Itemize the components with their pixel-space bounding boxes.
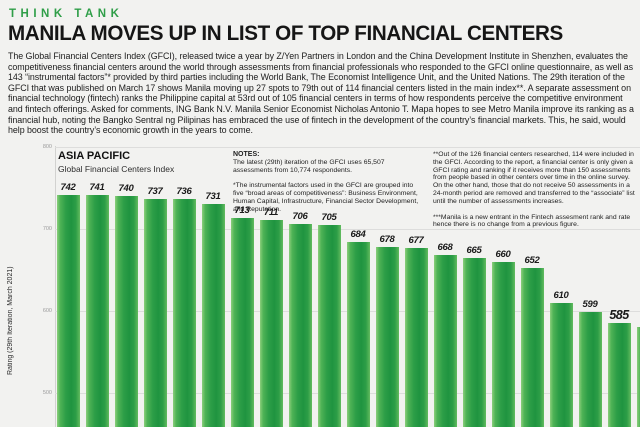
note-paragraph: ***Manila is a new entrant in the Fintec… [433,213,631,229]
bar [85,195,109,427]
bar-value-label: 678 [379,234,395,246]
bar [201,203,225,427]
bar-value-label: 742 [60,181,76,193]
chart-subtitle: Global Financial Centers Index [58,164,175,174]
bar [578,311,602,427]
bar [114,196,138,427]
y-axis-line [55,146,56,427]
bar [520,268,544,427]
bar [317,224,341,427]
notes-heading: NOTES: [233,151,260,158]
chart-title: ASIA PACIFIC [58,150,131,162]
note-paragraph: The latest (29th) iteration of the GFCI … [233,158,385,174]
bar [230,218,254,427]
bar [143,198,167,427]
bar [172,199,196,427]
bar-value-label: 668 [437,242,453,254]
bar-value-label: 731 [205,190,221,202]
bar [259,219,283,427]
bar-value-label: 737 [147,185,163,197]
bar-value-label: 713 [234,205,250,217]
y-tick-label: 800 [42,144,52,150]
bar [549,302,573,427]
notes-column-1: NOTES: The latest (29th) iteration of th… [233,151,425,222]
notes-column-2: **Out of the 126 financial centers resea… [433,151,637,237]
bar [375,247,399,427]
y-tick-label: 700 [42,226,52,232]
bar-value-label: 705 [321,211,337,223]
headline: MANILA MOVES UP IN LIST OF TOP FINANCIAL… [8,21,563,45]
gridline [55,147,640,148]
bar-value-label: 711 [263,206,279,218]
bar-chart: Rating (29th Iteration, March 2021) ASIA… [0,140,640,427]
bar [288,224,312,427]
bar-value-label: 706 [292,211,308,223]
bar-value-label: 585 [609,308,629,323]
bar [346,242,370,427]
note-paragraph: **Out of the 126 financial centers resea… [433,151,635,205]
bar-value-label: 665 [466,244,482,256]
bar [491,261,515,427]
bar [56,194,80,427]
bar-value-label: 740 [118,183,134,195]
bar-value-label: 684 [350,229,366,241]
bar [462,257,486,427]
bar-highlight [607,323,631,427]
bar-value-label: 652 [524,255,540,267]
bar-value-label: 741 [89,182,105,194]
bar-value-label: 677 [408,234,424,246]
y-tick-label: 500 [42,390,52,396]
bar [404,247,428,427]
bar [433,255,457,427]
y-axis-title: Rating (29th Iteration, March 2021) [7,266,14,375]
bar-value-label: 599 [582,298,598,310]
bar-value-label: 660 [495,248,511,260]
bar-value-label: 610 [553,289,569,301]
bar [636,327,640,427]
y-tick-label: 600 [42,308,52,314]
kicker-label: THINK TANK [9,8,124,20]
intro-paragraph: The Global Financial Centers Index (GFCI… [8,51,634,136]
chart-title-block: ASIA PACIFIC Global Financial Centers In… [58,150,174,174]
bar-value-label: 736 [176,186,192,198]
note-paragraph: *The instrumental factors used in the GF… [233,182,419,213]
gridline [55,229,640,230]
